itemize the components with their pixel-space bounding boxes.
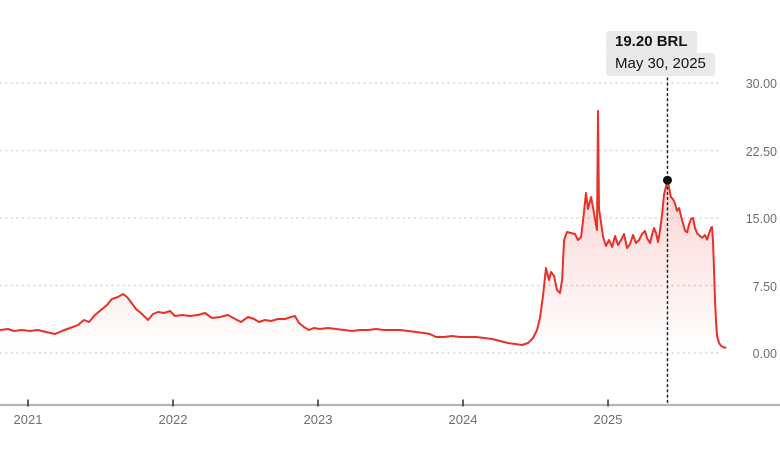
x-axis-label-2021: 2021	[13, 412, 43, 427]
tooltip-price: 19.20 BRL	[606, 31, 697, 54]
x-axis-label-2025: 2025	[593, 412, 623, 427]
price-line[interactable]	[0, 109, 727, 349]
marker-dot[interactable]	[662, 175, 672, 185]
x-axis-label-2024: 2024	[448, 412, 478, 427]
y-axis-label-22.50: 22.50	[745, 144, 777, 159]
crosshair-tooltip: 19.20 BRL May 30, 2025	[606, 31, 715, 76]
tooltip-date: May 30, 2025	[606, 53, 715, 76]
y-axis-label-15.00: 15.00	[745, 212, 777, 226]
y-axis-label-0.00: 0.00	[752, 347, 777, 361]
x-axis-label-2023: 2023	[303, 412, 333, 427]
area-fill	[0, 110, 727, 354]
y-axis-label-7.50: 7.50	[752, 279, 777, 294]
y-axis-label-30.00: 30.00	[745, 77, 777, 91]
x-axis-label-2022: 2022	[158, 412, 188, 427]
